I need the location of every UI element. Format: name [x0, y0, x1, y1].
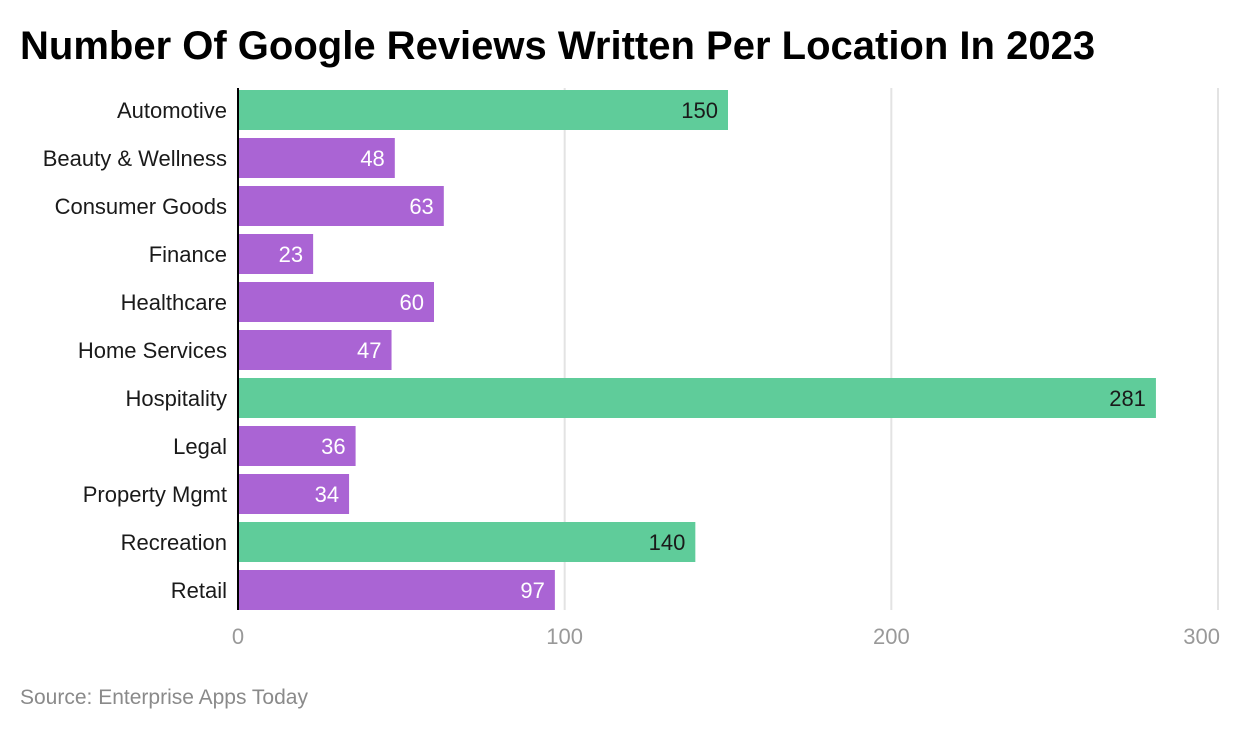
category-label: Home Services	[78, 338, 227, 363]
bar	[238, 522, 696, 562]
category-label: Consumer Goods	[55, 194, 227, 219]
data-label: 150	[681, 98, 718, 123]
bar	[238, 378, 1156, 418]
x-tick-label: 200	[873, 624, 910, 649]
data-label: 47	[357, 338, 381, 363]
category-label: Retail	[171, 578, 227, 603]
data-label: 60	[400, 290, 424, 315]
x-tick-label: 0	[232, 624, 244, 649]
bar	[238, 234, 314, 274]
value-labels: 150 48 63 23 60 47 281 36 34 140 97	[279, 98, 1146, 603]
category-label: Finance	[149, 242, 227, 267]
x-tick-label: 100	[546, 624, 583, 649]
data-label: 34	[315, 482, 339, 507]
data-label: 63	[409, 194, 433, 219]
bar	[238, 186, 444, 226]
bar	[238, 474, 350, 514]
bars	[238, 90, 1156, 610]
data-label: 36	[321, 434, 345, 459]
bar	[238, 282, 434, 322]
category-label: Beauty & Wellness	[43, 146, 227, 171]
bar	[238, 570, 555, 610]
bar	[238, 138, 395, 178]
source-note: Source: Enterprise Apps Today	[20, 686, 308, 709]
category-label: Property Mgmt	[83, 482, 227, 507]
data-label: 140	[649, 530, 686, 555]
x-axis-ticks: 0 100 200 300	[232, 624, 1220, 649]
bar	[238, 426, 356, 466]
category-label: Healthcare	[121, 290, 227, 315]
x-tick-label: 300	[1183, 624, 1220, 649]
category-label: Automotive	[117, 98, 227, 123]
category-labels: Automotive Beauty & Wellness Consumer Good…	[43, 98, 227, 603]
data-label: 48	[360, 146, 384, 171]
category-label: Legal	[173, 434, 227, 459]
data-label: 281	[1109, 386, 1146, 411]
bar	[238, 330, 392, 370]
bar	[238, 90, 728, 130]
data-label: 97	[520, 578, 544, 603]
category-label: Hospitality	[126, 386, 227, 411]
data-label: 23	[279, 242, 303, 267]
category-label: Recreation	[121, 530, 227, 555]
chart-title: Number Of Google Reviews Written Per Loc…	[20, 24, 1096, 68]
